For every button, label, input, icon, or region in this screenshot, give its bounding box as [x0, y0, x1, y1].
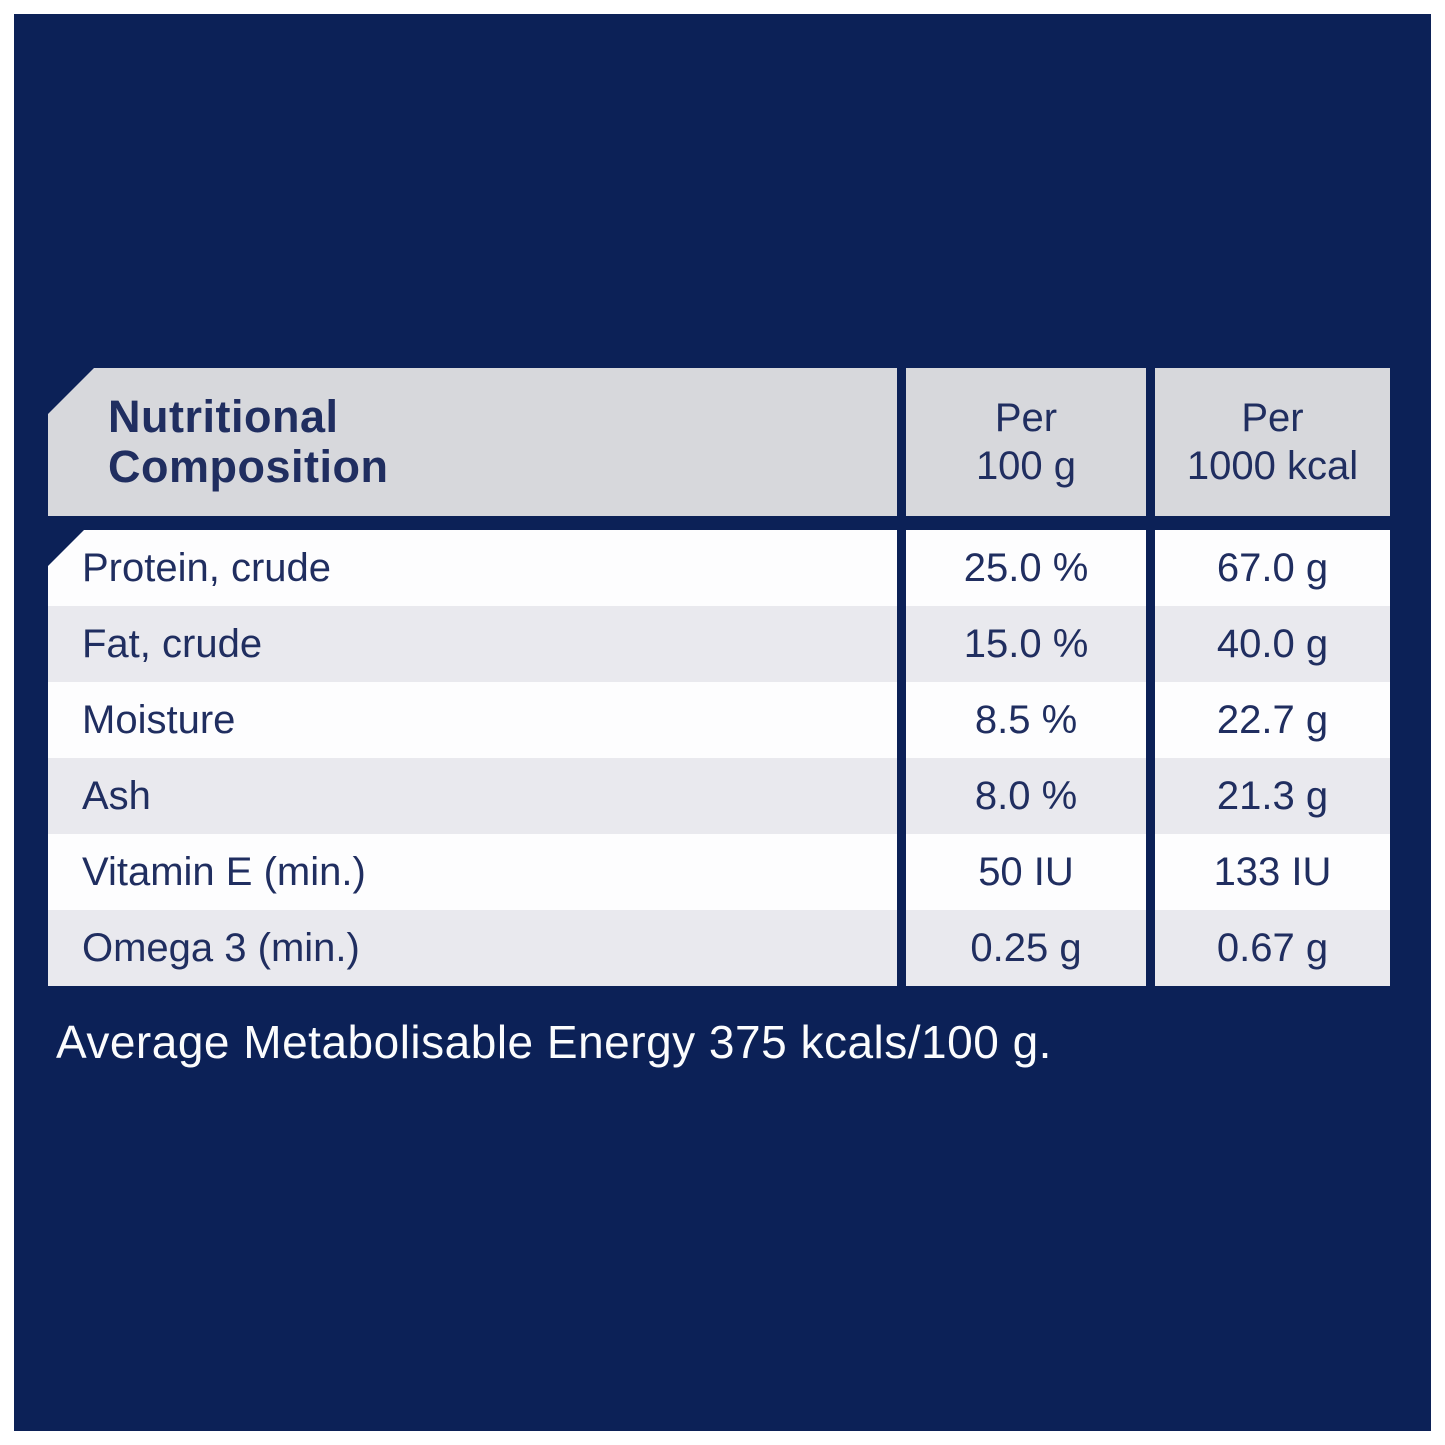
table-header: Nutritional Composition Per 100 g Per 10…	[48, 368, 1390, 516]
value-per-1000kcal: 40.0 g	[1155, 606, 1390, 682]
table-row: Fat, crude 15.0 % 40.0 g	[48, 606, 1390, 682]
value-per-1000kcal: 133 IU	[1155, 834, 1390, 910]
value-per-1000kcal: 67.0 g	[1155, 530, 1390, 606]
table-row: Omega 3 (min.) 0.25 g 0.67 g	[48, 910, 1390, 986]
row-label: Protein, crude	[48, 530, 897, 606]
value-per-100g: 8.0 %	[906, 758, 1146, 834]
value-per-100g: 25.0 %	[906, 530, 1146, 606]
value-per-1000kcal: 21.3 g	[1155, 758, 1390, 834]
table-row: Moisture 8.5 % 22.7 g	[48, 682, 1390, 758]
row-label: Vitamin E (min.)	[48, 834, 897, 910]
row-label: Omega 3 (min.)	[48, 910, 897, 986]
row-label: Ash	[48, 758, 897, 834]
table-row: Protein, crude 25.0 % 67.0 g	[48, 530, 1390, 606]
table-body: Protein, crude 25.0 % 67.0 g Fat, crude …	[48, 530, 1390, 986]
column-header-per-100g: Per 100 g	[906, 368, 1146, 516]
nutritional-composition-table: Nutritional Composition Per 100 g Per 10…	[48, 368, 1390, 986]
value-per-100g: 8.5 %	[906, 682, 1146, 758]
value-per-100g: 50 IU	[906, 834, 1146, 910]
value-per-1000kcal: 22.7 g	[1155, 682, 1390, 758]
column-header-per-1000kcal: Per 1000 kcal	[1155, 368, 1390, 516]
value-per-100g: 15.0 %	[906, 606, 1146, 682]
row-label: Moisture	[48, 682, 897, 758]
table-row: Vitamin E (min.) 50 IU 133 IU	[48, 834, 1390, 910]
table-title-cell: Nutritional Composition	[48, 368, 897, 516]
value-per-1000kcal: 0.67 g	[1155, 910, 1390, 986]
value-per-100g: 0.25 g	[906, 910, 1146, 986]
table-title: Nutritional Composition	[108, 391, 389, 492]
row-label: Fat, crude	[48, 606, 897, 682]
energy-footnote: Average Metabolisable Energy 375 kcals/1…	[56, 1016, 1052, 1068]
table-row: Ash 8.0 % 21.3 g	[48, 758, 1390, 834]
